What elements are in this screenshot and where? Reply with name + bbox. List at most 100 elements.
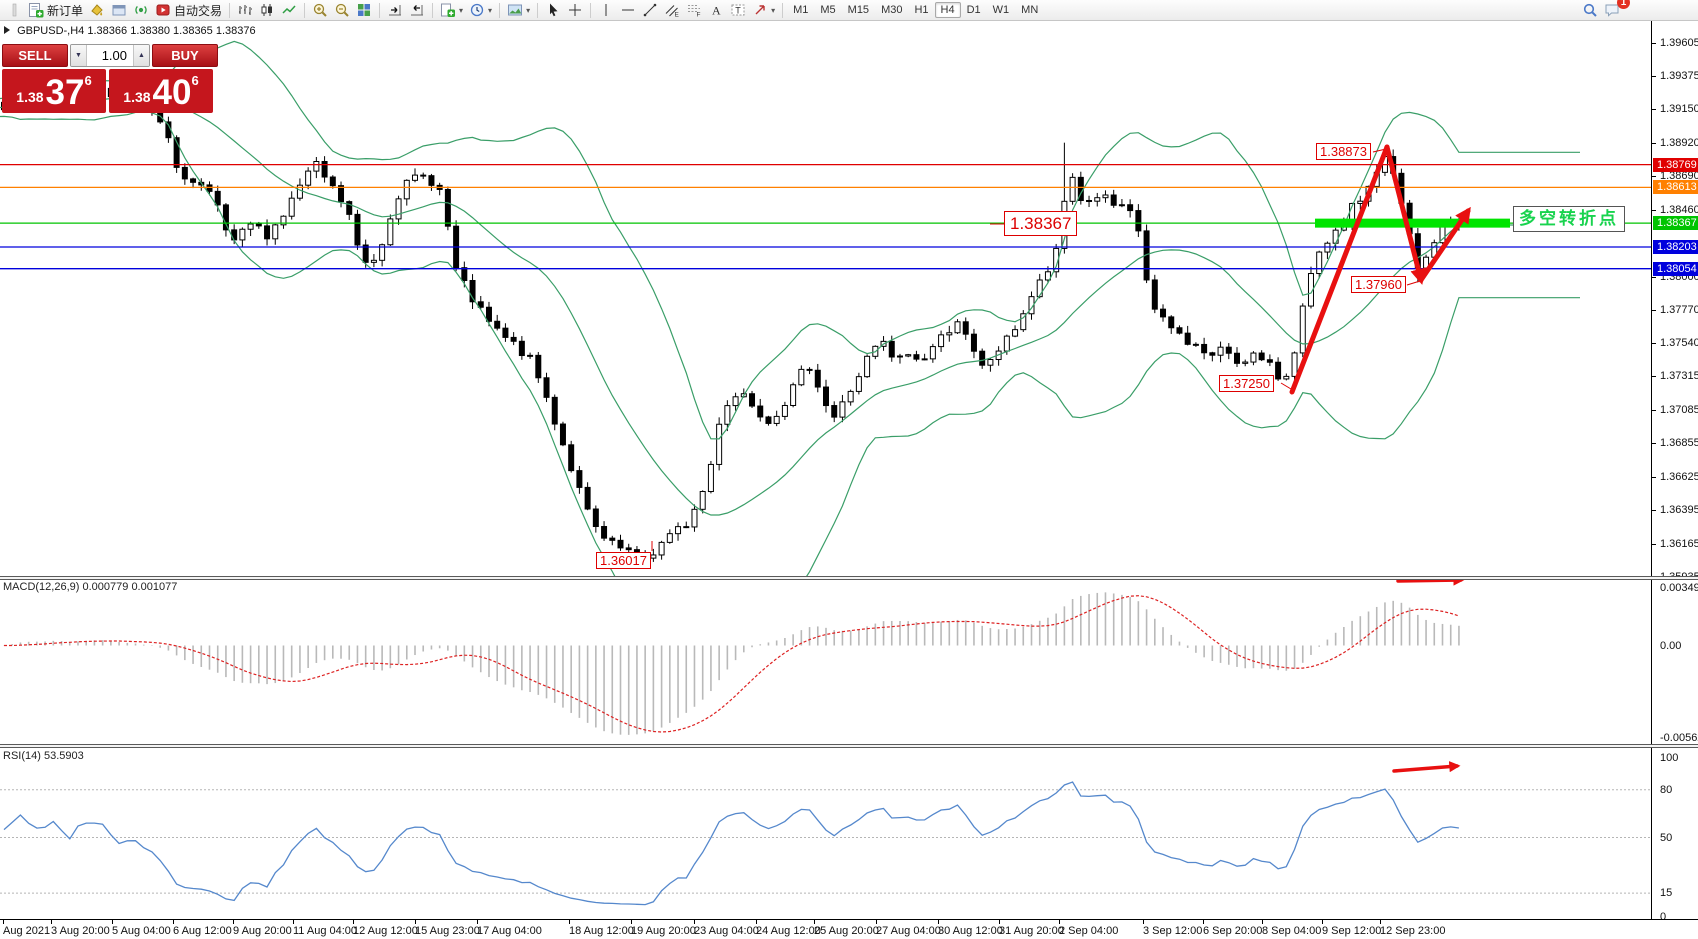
toolbar-separator xyxy=(590,2,592,18)
support-highlight-bar[interactable] xyxy=(1315,218,1510,228)
trend-arrow[interactable] xyxy=(1418,206,1471,283)
timeframe-d1-button[interactable]: D1 xyxy=(966,4,981,16)
rsi-direction-arrow[interactable] xyxy=(1392,761,1461,773)
new-order-button[interactable]: 新订单 xyxy=(25,0,86,20)
macd-axis-label: -0.005628 xyxy=(1660,732,1698,745)
trend-arrow[interactable] xyxy=(1384,144,1427,285)
sell-price-prefix: 1.38 xyxy=(16,89,44,105)
time-axis[interactable]: Aug 2021 3 Aug 20:00 5 Aug 04:00 6 Aug 12:0… xyxy=(0,919,1698,939)
zoom-in-icon xyxy=(313,3,327,17)
timeframe-mn-button[interactable]: MN xyxy=(1021,4,1039,16)
turning-point-note[interactable]: 多空转折点 xyxy=(1513,206,1625,232)
time-tick-mark xyxy=(293,920,294,924)
macd-direction-arrow[interactable] xyxy=(1396,580,1465,586)
buy-price-box[interactable]: 1.38 40 6 xyxy=(109,69,213,113)
timeframe-m1-button[interactable]: M1 xyxy=(793,4,809,16)
ohlc-low: 1.38365 xyxy=(173,25,213,37)
hline-button[interactable] xyxy=(617,0,639,20)
search-button[interactable] xyxy=(1579,0,1601,20)
time-tick-label: 15 Aug 23:00 xyxy=(415,925,480,937)
chart-styles-button[interactable] xyxy=(86,0,108,20)
cursor-button[interactable] xyxy=(542,0,564,20)
candles-layer xyxy=(1,80,1462,566)
auto-scroll-button[interactable] xyxy=(384,0,406,20)
time-tick-mark xyxy=(938,920,939,924)
macd-pane-canvas[interactable] xyxy=(0,580,1652,744)
buy-button[interactable]: BUY xyxy=(152,44,218,67)
text-label-button[interactable]: T xyxy=(727,0,749,20)
main-toolbar: 新订单 自动交易 ▾ ▾ ▾ E F A T ▾ M1 M5 M15 M30 H1 H4 D1 W1 MN 1 xyxy=(0,0,1698,21)
trend-arrow[interactable] xyxy=(1289,144,1390,395)
new-order-label: 新订单 xyxy=(47,3,84,18)
fibonacci-button[interactable]: F xyxy=(683,0,705,20)
swing-price-label[interactable]: 1.38873 xyxy=(1316,143,1371,160)
trendline-button[interactable] xyxy=(639,0,661,20)
price-tick-label: 1.36165 xyxy=(1660,537,1698,550)
autotrading-button[interactable]: 自动交易 xyxy=(152,0,225,20)
community-chat-button[interactable]: 1 xyxy=(1601,0,1630,20)
price-axis[interactable]: 1.39605 1.39375 1.39150 1.38920 1.38690 1.384… xyxy=(1651,21,1698,923)
save-picture-button[interactable]: ▾ xyxy=(504,0,533,20)
timeframe-m15-button[interactable]: M15 xyxy=(847,4,870,16)
add-indicator-button[interactable]: ▾ xyxy=(437,0,466,20)
profiles-button[interactable] xyxy=(108,0,130,20)
timeframe-w1-button[interactable]: W1 xyxy=(992,4,1010,16)
macd-pane-splitter[interactable] xyxy=(0,576,1698,580)
timeframe-m5-button[interactable]: M5 xyxy=(820,4,836,16)
timeframe-m30-button[interactable]: M30 xyxy=(881,4,903,16)
main-chart-canvas[interactable] xyxy=(0,21,1652,577)
timeframe-h4-button[interactable]: H4 xyxy=(934,2,961,18)
swing-price-label[interactable]: 1.38367 xyxy=(1004,211,1078,236)
crosshair-button[interactable] xyxy=(564,0,586,20)
timeframe-h1-button[interactable]: H1 xyxy=(914,4,929,16)
equidistant-channel-button[interactable]: E xyxy=(661,0,683,20)
volume-value[interactable]: 1.00 xyxy=(101,48,127,63)
volume-increase-button[interactable]: ▲ xyxy=(133,45,149,66)
text-button[interactable]: A xyxy=(705,0,727,20)
sell-button[interactable]: SELL xyxy=(2,44,68,67)
zoom-in-button[interactable] xyxy=(309,0,331,20)
time-tick-mark xyxy=(631,920,632,924)
price-tick-mark xyxy=(1652,409,1656,411)
zoom-out-button[interactable] xyxy=(331,0,353,20)
price-tick-label: 1.39375 xyxy=(1660,70,1698,83)
volume-decrease-button[interactable]: ▼ xyxy=(71,45,87,66)
price-tick-label: 1.37085 xyxy=(1660,403,1698,416)
svg-text:F: F xyxy=(697,12,701,19)
sell-price-box[interactable]: 1.38 37 6 xyxy=(2,69,106,113)
crosshair-icon xyxy=(569,4,582,16)
swing-price-label[interactable]: 1.37250 xyxy=(1219,375,1274,392)
menu-grip-icon xyxy=(12,3,17,17)
price-tick-label: 1.38460 xyxy=(1660,203,1698,216)
tile-windows-button[interactable] xyxy=(353,0,375,20)
rsi-axis-label: 0 xyxy=(1660,911,1667,923)
arrows-tool-button[interactable]: ▾ xyxy=(749,0,778,20)
label-connector-line xyxy=(1406,280,1421,286)
vline-button[interactable] xyxy=(595,0,617,20)
line-chart-button[interactable] xyxy=(278,0,300,20)
price-tick-mark xyxy=(1652,343,1656,345)
chevron-down-icon: ▾ xyxy=(459,5,464,15)
periods-button[interactable]: ▾ xyxy=(466,0,495,20)
rsi-pane-splitter[interactable] xyxy=(0,744,1698,748)
signals-button[interactable] xyxy=(130,0,152,20)
time-tick-label: 23 Aug 04:00 xyxy=(694,925,759,937)
price-level-badge: 1.38054 xyxy=(1653,261,1698,276)
bars-chart-button[interactable] xyxy=(234,0,256,20)
time-tick-mark xyxy=(876,920,877,924)
rsi-pane-canvas[interactable] xyxy=(0,748,1652,918)
time-tick-label: 6 Aug 12:00 xyxy=(173,925,232,937)
swing-price-label[interactable]: 1.36017 xyxy=(596,552,651,569)
ohlc-close: 1.38376 xyxy=(215,25,256,37)
swing-price-label[interactable]: 1.37960 xyxy=(1351,276,1406,293)
time-tick-mark xyxy=(1059,920,1060,924)
time-tick-label: 8 Sep 04:00 xyxy=(1262,925,1322,937)
add-indicator-icon xyxy=(441,3,456,17)
rsi-value: 53.5903 xyxy=(43,750,84,762)
chart-shift-button[interactable] xyxy=(406,0,428,20)
time-tick-mark xyxy=(51,920,52,924)
bars-chart-icon xyxy=(239,5,253,15)
rsi-title: RSI(14) xyxy=(3,750,41,762)
candles-chart-button[interactable] xyxy=(256,0,278,20)
time-tick-label: 17 Aug 04:00 xyxy=(477,925,542,937)
